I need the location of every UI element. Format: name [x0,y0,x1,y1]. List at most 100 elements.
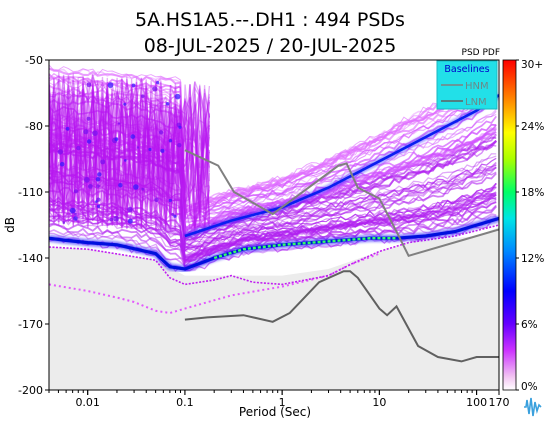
psd-pdf-line [49,84,211,231]
psd-pdf-spot [86,139,92,144]
psd-pdf-spot [154,197,159,202]
psd-pdf-spot [62,221,66,224]
psd-pdf-spot [59,161,65,167]
psd-pdf-spot [84,176,90,183]
lnm-baseline-line [184,270,499,363]
psd-pdf-spot [133,184,139,190]
mode-curve-hot-segment [213,237,397,260]
psd-pdf-spot [118,183,123,188]
psd-pdf-line [49,83,211,232]
psd-pdf-spot [114,137,119,142]
psd-pdf-line [49,194,497,259]
psd-pdf-line [49,172,497,249]
psd-pdf-line [49,80,211,219]
legend-lnm-label: LNM [465,97,487,108]
psd-pdf-line [49,77,497,207]
psd-pdf-line [49,77,211,226]
psd-pdf-spot [136,146,140,149]
psd-pdf-line [49,100,211,231]
upper-psd-band [184,94,499,238]
psd-pdf-spot [69,207,76,214]
x-tick-label: 0.01 [75,396,100,409]
scattered-low-psd-band [49,252,380,315]
psd-pdf-line [49,153,497,246]
psd-pdf-line [49,133,497,235]
psd-pdf-spot [73,216,78,221]
psd-pdf-line [49,215,497,267]
psd-pdf-line [49,191,497,262]
psd-pdf-spot [107,82,114,88]
psd-pdf-line [49,84,211,222]
psd-pdf-line [49,86,211,231]
psd-pdf-line [49,75,211,232]
psd-pdf-spot [174,93,181,100]
psd-pdf-spot [83,129,89,135]
psd-pdf-line [49,186,497,254]
colorbar-ticks: 30+ 24% 18% 12% 6% 0% [516,59,544,393]
psd-pdf-line [49,72,211,232]
psd-pdf-spot [123,102,127,106]
psd-pdf-spot [156,81,160,85]
psd-pdf-spot [113,215,119,222]
psd-pdf-line [49,81,211,223]
x-axis: 0.01 0.1 1 10 100 170 [48,390,510,409]
psd-pdf-spot [160,148,165,153]
psd-pdf-line [49,166,497,253]
psd-pdf-line [49,64,497,209]
psd-pdf-spot [92,130,98,136]
chart-title: 5A.HS1A5.--.DH1 : 494 PSDs [135,9,405,31]
psd-pdf-line [49,80,210,222]
psd-pdf-line [49,78,211,220]
psd-pdf-line [49,79,211,228]
psd-pdf-spot [177,143,182,148]
y-tick-label: -200 [18,384,43,397]
colorbar-tick-label: 30+ [521,59,543,71]
psd-pdf-line [49,109,497,224]
psd-pdf-line [49,114,497,223]
psd-pdf-spot [76,145,81,151]
psd-pdf-line [49,157,497,242]
psd-pdf-spot [65,126,70,131]
psd-pdf-line [49,72,211,229]
psd-pdf-line [49,82,211,227]
psd-pdf-spot [124,159,127,162]
x-tick-label: 10 [372,396,386,409]
colorbar-gradient [502,59,517,391]
psd-pdf-line [49,79,211,232]
psd-pdf-line [49,91,497,216]
x-tick-label: 1 [279,396,286,409]
psd-pdf-spot [57,149,63,155]
psd-pdf-line [49,71,211,225]
colorbar-tick-label: 18% [521,187,544,199]
psd-pdf-spot [86,116,91,121]
psd-pdf-spot [141,187,145,191]
psd-pdf-spot [88,184,93,189]
psd-pdf-spots [57,81,182,224]
chart-subtitle: 08-JUL-2025 / 20-JUL-2025 [144,35,397,57]
colorbar-tick-label: 6% [521,319,538,331]
psd-pdf-spot [96,184,100,188]
psd-pdf-spot [173,214,177,218]
psd-pdf-line [49,75,211,228]
psd-pdf-spot [168,198,172,203]
psd-pdf-line [49,78,211,232]
psd-pdf-spot [100,159,106,165]
psd-pdf-line [49,85,211,229]
psd-pdf-spot [178,125,182,129]
psd-pdf-line [49,74,211,228]
psd-pdf-line [49,76,210,230]
y-axis-label: dB [3,217,17,233]
psd-pdf-line [49,89,211,230]
iris-logo-icon [522,395,542,419]
psd-pdf-line [49,72,497,213]
psd-pdf-spot [131,83,136,88]
y-tick-label: -50 [25,54,43,67]
psd-pdf-line [49,78,211,228]
psd-pdf-line [49,89,211,236]
psd-pdf-line [49,75,497,208]
psd-pdf-line [49,155,497,250]
x-tick-label: 0.1 [176,396,194,409]
psd-pdf-spot [152,86,158,92]
